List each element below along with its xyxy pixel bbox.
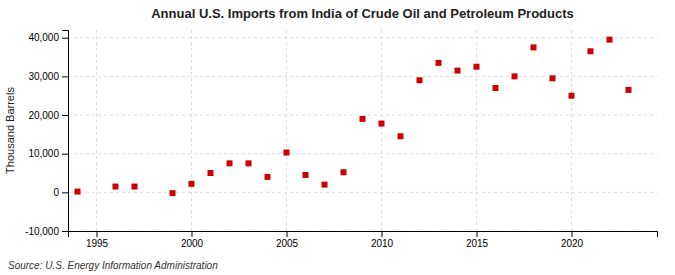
tick: 20,000 [28,110,68,121]
point [588,48,594,54]
tick-mark [192,231,193,237]
point [493,85,499,91]
point [360,116,366,122]
point [341,169,347,175]
y-axis-title: Thousand Barrels [4,87,16,174]
grid-line [68,153,657,154]
point [284,150,290,156]
point [246,160,252,166]
y-axis: -10,000 0 10,000 20,000 30,000 40,000 [25,31,68,237]
tick-mark [62,38,68,39]
tick-label: 2005 [276,238,299,249]
tick-label: 10,000 [28,148,59,159]
tick: 10,000 [28,148,68,159]
grid [68,30,657,231]
tick-mark [97,231,98,237]
tick: 2010 [371,231,394,249]
grid-line [476,30,477,231]
tick-mark [382,231,383,237]
tick-label: 20,000 [28,110,59,121]
tick-label: 2015 [466,238,489,249]
point [208,170,214,176]
point [398,133,404,139]
chart: 1995 2000 2005 2010 2015 2020 -10,000 0 10,000 20… [0,0,675,275]
point [75,189,81,195]
point [189,181,195,187]
tick: 30,000 [28,71,68,82]
grid-line [68,192,657,193]
point [436,60,442,66]
tick-mark [62,192,68,193]
tick: 2020 [561,231,584,249]
grid-line [571,30,572,231]
tick-mark [477,231,478,237]
point [455,68,461,74]
point [626,87,632,93]
tick-mark [62,76,68,77]
point [474,64,480,70]
tick: 2015 [466,231,489,249]
grid-line [381,30,382,231]
tick-label: 2010 [371,238,394,249]
tick: 2000 [181,231,204,249]
tick-label: 2020 [561,238,584,249]
tick: 1995 [86,231,109,249]
tick-mark [62,231,68,232]
tick-label: 40,000 [28,32,59,43]
point [512,73,518,79]
tick-label: -10,000 [25,226,59,237]
tick: 2005 [276,231,299,249]
tick-label: 0 [53,187,59,198]
tick-label: 2000 [181,238,204,249]
grid-line [96,30,97,231]
point [531,44,537,50]
annotation: Source: U.S. Energy Information Administ… [8,260,218,271]
point [227,160,233,166]
grid-line [68,76,657,77]
tick-label: 30,000 [28,71,59,82]
tick: 0 [53,187,68,198]
point [265,174,271,180]
axis-line [69,232,658,238]
point [170,190,176,196]
points [75,37,632,196]
plot: 1995 2000 2005 2010 2015 2020 -10,000 0 10,000 20… [25,30,657,249]
tick-label: 1995 [86,238,109,249]
point [417,77,423,83]
title: Annual U.S. Imports from India of Crude … [151,6,574,21]
x-axis: 1995 2000 2005 2010 2015 2020 [69,231,658,249]
axis-line [62,31,69,232]
point [132,184,138,190]
point [569,93,575,99]
point [303,172,309,178]
tick-mark [572,231,573,237]
grid-line [191,30,192,231]
tick-mark [62,115,68,116]
point [379,121,385,127]
grid-line [68,37,657,38]
tick: 40,000 [28,32,68,43]
tick-mark [62,154,68,155]
point [607,37,613,43]
tick: -10,000 [25,226,68,237]
grid-line [68,115,657,116]
point [113,184,119,190]
grid-line [286,30,287,231]
point [322,182,328,188]
point [550,75,556,81]
tick-mark [287,231,288,237]
